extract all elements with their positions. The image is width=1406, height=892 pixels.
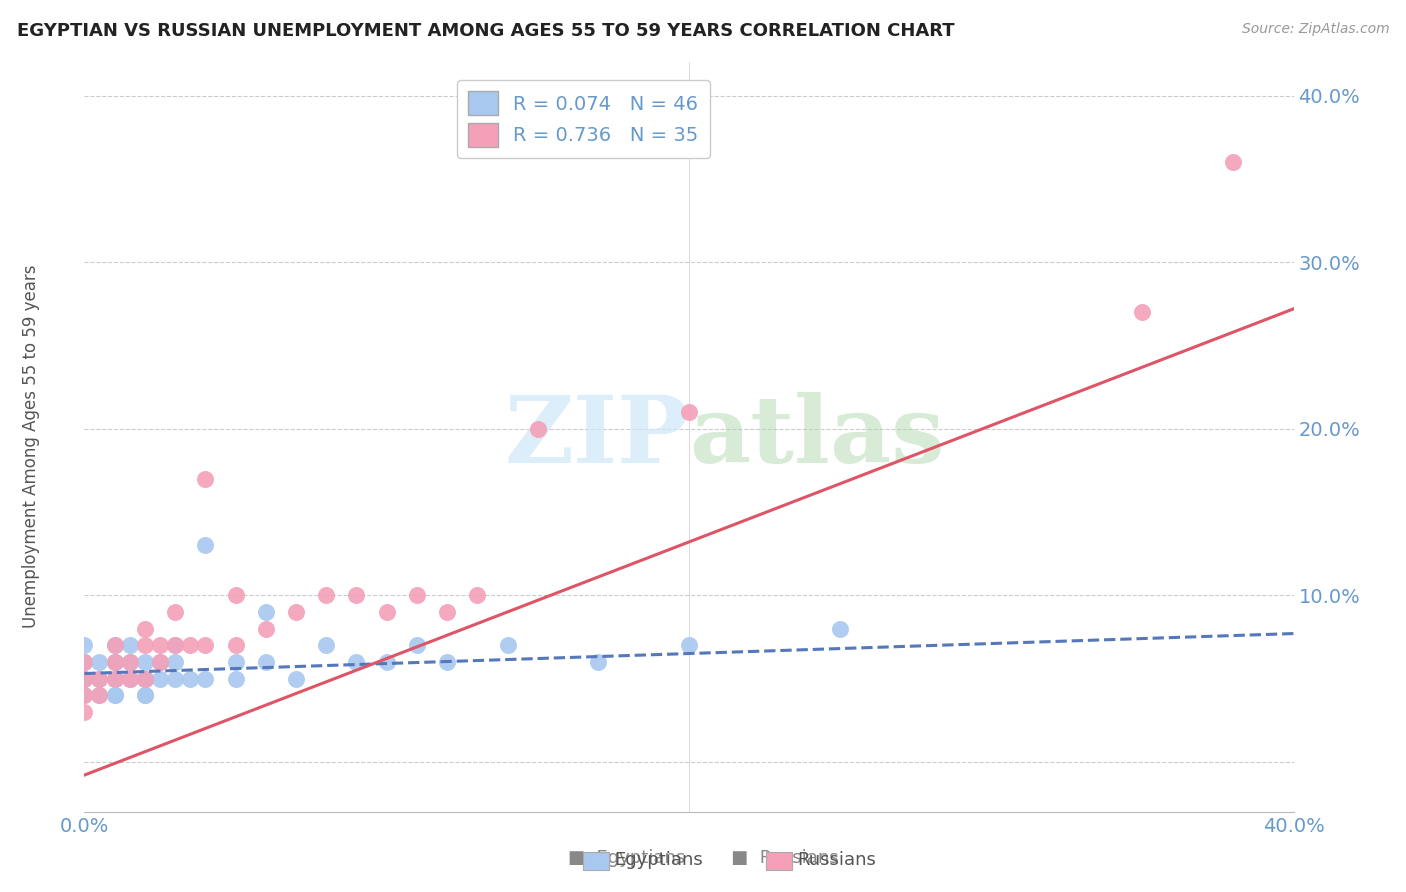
- Point: [346, 588, 368, 602]
- Legend: R = 0.074   N = 46, R = 0.736   N = 35: R = 0.074 N = 46, R = 0.736 N = 35: [457, 79, 710, 158]
- Point: [104, 672, 127, 686]
- Point: [104, 688, 127, 702]
- Point: [375, 655, 398, 669]
- Point: [254, 655, 277, 669]
- Point: [118, 672, 141, 686]
- Point: [225, 672, 247, 686]
- Point: [73, 655, 96, 669]
- Point: [315, 588, 337, 602]
- Point: [104, 638, 127, 652]
- Point: [104, 672, 127, 686]
- Point: [134, 622, 156, 636]
- Point: [89, 688, 111, 702]
- Point: [134, 672, 156, 686]
- Point: [406, 638, 429, 652]
- Point: [149, 672, 172, 686]
- Text: EGYPTIAN VS RUSSIAN UNEMPLOYMENT AMONG AGES 55 TO 59 YEARS CORRELATION CHART: EGYPTIAN VS RUSSIAN UNEMPLOYMENT AMONG A…: [17, 22, 955, 40]
- Point: [89, 688, 111, 702]
- Point: [527, 422, 550, 436]
- Point: [406, 588, 429, 602]
- Point: [678, 405, 700, 419]
- Point: [134, 688, 156, 702]
- Point: [436, 655, 458, 669]
- Text: Unemployment Among Ages 55 to 59 years: Unemployment Among Ages 55 to 59 years: [22, 264, 39, 628]
- Point: [225, 588, 247, 602]
- Point: [194, 672, 217, 686]
- Point: [1130, 305, 1153, 319]
- Point: [118, 655, 141, 669]
- Point: [149, 655, 172, 669]
- Text: ZIP: ZIP: [505, 392, 689, 482]
- Point: [73, 672, 96, 686]
- Point: [104, 638, 127, 652]
- Point: [134, 672, 156, 686]
- Point: [149, 638, 172, 652]
- Point: [165, 638, 187, 652]
- Point: [134, 672, 156, 686]
- Point: [588, 655, 610, 669]
- Text: Source: ZipAtlas.com: Source: ZipAtlas.com: [1241, 22, 1389, 37]
- Point: [104, 688, 127, 702]
- Point: [678, 638, 700, 652]
- Point: [89, 655, 111, 669]
- Point: [73, 672, 96, 686]
- Text: ■  Egyptians        ■  Russians: ■ Egyptians ■ Russians: [568, 849, 838, 867]
- Point: [165, 655, 187, 669]
- Point: [73, 655, 96, 669]
- Point: [73, 688, 96, 702]
- Point: [134, 672, 156, 686]
- Text: atlas: atlas: [689, 392, 945, 482]
- Point: [225, 638, 247, 652]
- Point: [194, 472, 217, 486]
- Point: [89, 672, 111, 686]
- Point: [496, 638, 519, 652]
- Point: [254, 605, 277, 619]
- Point: [118, 655, 141, 669]
- Point: [134, 638, 156, 652]
- Point: [104, 655, 127, 669]
- Point: [254, 622, 277, 636]
- Point: [1222, 155, 1244, 169]
- Point: [830, 622, 852, 636]
- Point: [179, 672, 201, 686]
- Point: [194, 638, 217, 652]
- Point: [89, 672, 111, 686]
- Point: [149, 655, 172, 669]
- Point: [346, 655, 368, 669]
- Point: [436, 605, 458, 619]
- Point: [225, 655, 247, 669]
- Point: [134, 688, 156, 702]
- Text: Egyptians: Egyptians: [614, 851, 703, 869]
- Point: [165, 672, 187, 686]
- Point: [104, 655, 127, 669]
- Point: [165, 638, 187, 652]
- Point: [375, 605, 398, 619]
- Point: [315, 638, 337, 652]
- Point: [165, 605, 187, 619]
- Point: [104, 672, 127, 686]
- Point: [194, 538, 217, 552]
- Point: [179, 638, 201, 652]
- Point: [467, 588, 489, 602]
- Point: [134, 655, 156, 669]
- Point: [73, 672, 96, 686]
- Point: [118, 638, 141, 652]
- Point: [285, 672, 308, 686]
- Point: [73, 688, 96, 702]
- Text: Russians: Russians: [797, 851, 876, 869]
- Point: [73, 638, 96, 652]
- Point: [73, 705, 96, 719]
- Point: [285, 605, 308, 619]
- Point: [118, 672, 141, 686]
- Point: [104, 655, 127, 669]
